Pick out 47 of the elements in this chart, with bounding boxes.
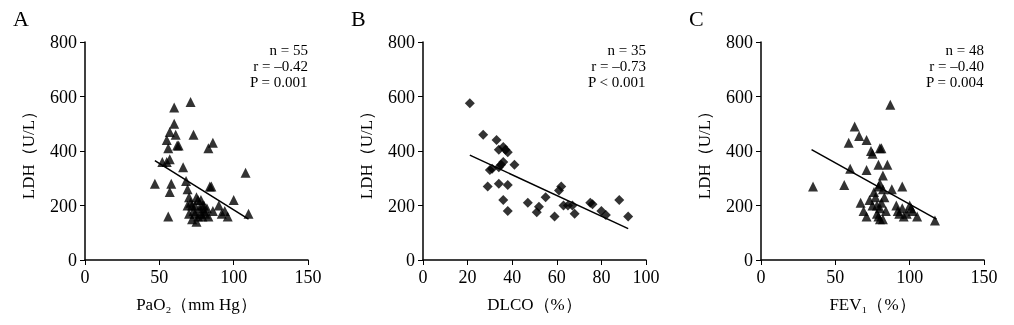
x-axis-title: DLCO（%） [487, 295, 582, 314]
y-tick-label: 600 [726, 86, 753, 107]
annotation: n = 35 [607, 41, 647, 58]
y-tick-label: 200 [726, 195, 753, 216]
chart-title: C [689, 5, 704, 31]
x-tick-label: 50 [826, 267, 845, 287]
y-tick-label: 800 [388, 32, 415, 52]
x-tick-label: 100 [896, 267, 924, 287]
x-tick-label: 40 [503, 267, 522, 287]
x-tick-label: 150 [294, 267, 322, 287]
x-tick-label: 0 [756, 267, 766, 287]
y-tick-label: 0 [68, 250, 77, 270]
x-tick-label: 80 [592, 267, 611, 287]
annotation: P = 0.001 [249, 73, 308, 90]
y-tick-label: 400 [726, 141, 753, 161]
annotation: r = –0.42 [253, 57, 309, 74]
y-tick-label: 800 [50, 32, 77, 52]
x-axis-title: PaO₂（mm Hg） [136, 295, 257, 314]
chart-title: A [13, 5, 29, 31]
y-tick-label: 600 [388, 86, 415, 107]
x-tick-label: 50 [150, 267, 169, 287]
annotation: r = –0.40 [929, 57, 985, 74]
y-tick-label: 0 [406, 250, 415, 270]
y-tick-label: 800 [726, 32, 753, 52]
x-tick-label: 0 [80, 267, 90, 287]
y-axis-title: LDH（U/L） [19, 102, 38, 200]
y-tick-label: 400 [388, 141, 415, 161]
y-tick-label: 400 [50, 141, 77, 161]
annotation: n = 48 [945, 41, 985, 58]
x-axis-title: FEV₁（%） [829, 295, 916, 314]
annotation: r = –0.73 [591, 57, 647, 74]
x-tick-label: 20 [458, 267, 477, 287]
x-tick-label: 100 [220, 267, 248, 287]
x-tick-label: 100 [632, 267, 660, 287]
y-tick-label: 200 [50, 195, 77, 216]
x-tick-label: 150 [970, 267, 998, 287]
y-tick-label: 600 [50, 86, 77, 107]
annotation: P < 0.001 [587, 73, 646, 90]
y-axis-title: LDH（U/L） [695, 102, 714, 200]
annotation: n = 55 [269, 41, 309, 58]
chart-title: B [351, 5, 366, 31]
y-tick-label: 0 [744, 250, 753, 270]
annotation: P = 0.004 [925, 73, 984, 90]
x-tick-label: 60 [547, 267, 566, 287]
x-tick-label: 0 [418, 267, 428, 287]
y-tick-label: 200 [388, 195, 415, 216]
y-axis-title: LDH（U/L） [357, 102, 376, 200]
